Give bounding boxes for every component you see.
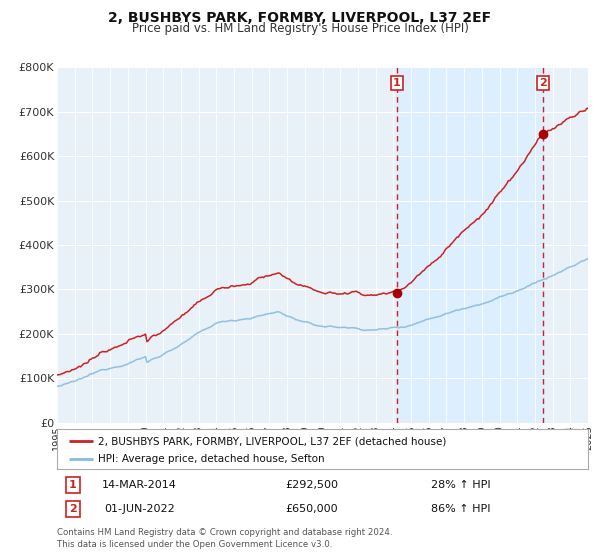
Bar — [397, 67, 543, 423]
Text: 2, BUSHBYS PARK, FORMBY, LIVERPOOL, L37 2EF (detached house): 2, BUSHBYS PARK, FORMBY, LIVERPOOL, L37 … — [98, 436, 447, 446]
Text: £292,500: £292,500 — [286, 480, 338, 490]
Text: HPI: Average price, detached house, Sefton: HPI: Average price, detached house, Seft… — [98, 454, 325, 464]
Text: 14-MAR-2014: 14-MAR-2014 — [102, 480, 177, 490]
Text: 2: 2 — [69, 504, 77, 514]
Text: 1: 1 — [393, 78, 401, 88]
Text: 01-JUN-2022: 01-JUN-2022 — [104, 504, 175, 514]
Text: Price paid vs. HM Land Registry's House Price Index (HPI): Price paid vs. HM Land Registry's House … — [131, 22, 469, 35]
Text: 2: 2 — [539, 78, 547, 88]
Text: 2, BUSHBYS PARK, FORMBY, LIVERPOOL, L37 2EF: 2, BUSHBYS PARK, FORMBY, LIVERPOOL, L37 … — [109, 11, 491, 25]
Text: 1: 1 — [69, 480, 77, 490]
Text: Contains HM Land Registry data © Crown copyright and database right 2024.
This d: Contains HM Land Registry data © Crown c… — [57, 528, 392, 549]
Text: 28% ↑ HPI: 28% ↑ HPI — [431, 480, 490, 490]
Text: 86% ↑ HPI: 86% ↑ HPI — [431, 504, 490, 514]
Text: £650,000: £650,000 — [286, 504, 338, 514]
